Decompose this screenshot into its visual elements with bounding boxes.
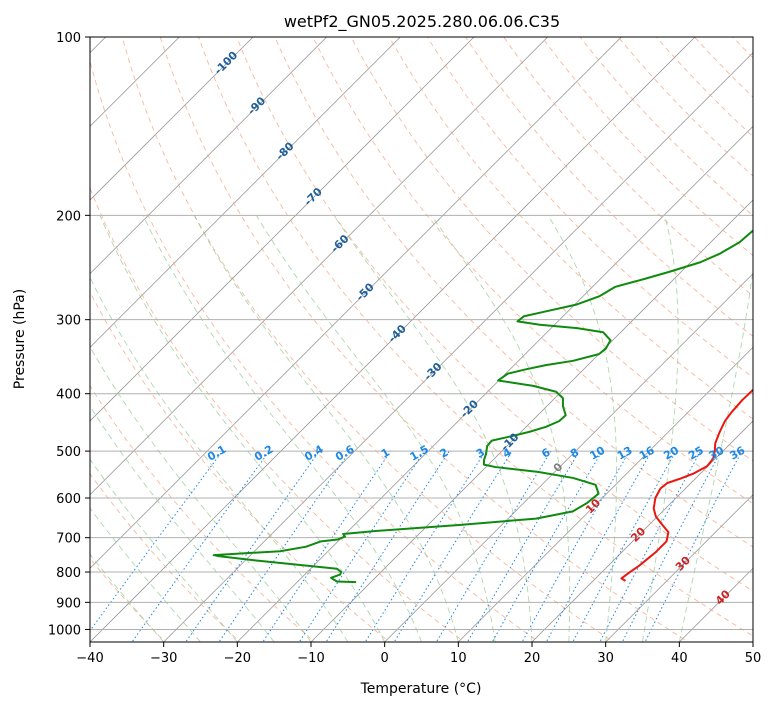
mixing-ratio-line (185, 450, 320, 642)
chart-title: wetPf2_GN05.2025.280.06.06.C35 (284, 12, 560, 32)
isotherm-line (90, 37, 401, 348)
x-tick-label: −40 (76, 651, 103, 666)
isotherm-line (531, 420, 753, 642)
isotherm-line (90, 37, 180, 127)
y-tick-label: 100 (56, 31, 81, 46)
dewpoint-line (212, 229, 753, 584)
isotherm-line (90, 37, 328, 275)
mixing-ratio-line (466, 450, 580, 642)
isotherm-line (163, 52, 753, 642)
isotherm-line (90, 37, 622, 569)
mixing-ratio-line (90, 450, 223, 632)
x-tick-label: 30 (597, 651, 614, 666)
mixing-ratio-line (218, 450, 351, 642)
moist-adiabat-line (642, 215, 679, 642)
moist-adiabat-line (90, 276, 349, 642)
mixing-ratio-lines (90, 450, 743, 642)
mixing-ratio-line (572, 450, 677, 642)
mixing-ratio-line (325, 450, 450, 642)
dry-adiabat-line (90, 59, 540, 642)
temperature-line (620, 388, 753, 582)
moist-adiabat-lines (90, 215, 753, 642)
mixing-ratio-line (298, 450, 425, 642)
isotherm-line (90, 37, 696, 642)
plot-frame (89, 36, 754, 643)
y-tick-label: 200 (56, 209, 81, 224)
isotherm-line (236, 125, 753, 642)
x-tick-label: 40 (671, 651, 688, 666)
moist-adiabat-line (90, 405, 275, 642)
mixing-ratio-line (364, 450, 486, 642)
isotherm-line (310, 199, 753, 642)
mixing-ratio-line (131, 450, 270, 642)
moist-adiabat-line (99, 215, 386, 642)
x-tick-label: −20 (224, 651, 251, 666)
x-axis-title: Temperature (°C) (360, 681, 482, 697)
moist-adiabat-line (193, 215, 459, 642)
moist-adiabat-line (90, 345, 312, 642)
y-axis-title: Pressure (hPa) (12, 289, 28, 389)
isotherm-line (457, 346, 753, 642)
isotherm-line (605, 494, 753, 642)
isotherm-lines (90, 37, 753, 642)
mixing-ratio-line (621, 450, 722, 642)
moist-adiabat-line (142, 215, 422, 642)
dry-adiabat-line (90, 473, 241, 642)
moist-adiabat-line (333, 215, 533, 642)
y-tick-label: 500 (56, 445, 81, 460)
sounding-series (212, 229, 753, 584)
mixing-ratio-line (262, 450, 392, 642)
y-tick-label: 1000 (48, 623, 81, 638)
x-tick-label: 10 (450, 651, 467, 666)
y-tick-label: 400 (56, 388, 81, 403)
x-tick-label: 50 (745, 651, 762, 666)
dry-adiabat-line (388, 37, 753, 420)
x-axis: −40 −30 −20 −10 0 10 20 30 40 50 (76, 642, 761, 666)
moist-adiabat-line (547, 215, 617, 642)
isotherm-line (90, 37, 549, 496)
mixing-ratio-line (393, 450, 513, 642)
plot-area: 0.1 0.2 0.4 0.6 1 1.5 2 3 4 6 8 10 13 16 20 25 30 36-100-… (90, 37, 753, 642)
isotherm-line (90, 37, 475, 422)
dry-adiabat-line (350, 37, 753, 462)
isotherm-line (90, 37, 254, 201)
x-tick-label: −30 (150, 651, 177, 666)
dry-adiabat-line (465, 37, 753, 337)
y-axis: 100 200 300 400 500 600 700 800 900 1000 (48, 31, 90, 638)
x-tick-label: −10 (297, 651, 324, 666)
x-tick-label: 20 (524, 651, 541, 666)
moist-adiabat-line (430, 215, 571, 642)
moist-adiabat-line (678, 266, 753, 642)
dry-adiabat-line (198, 37, 753, 637)
pressure-grid (90, 37, 753, 630)
y-tick-label: 700 (56, 532, 81, 547)
moist-adiabat-line (90, 458, 238, 642)
y-tick-label: 900 (56, 596, 81, 611)
x-tick-label: 0 (381, 651, 389, 666)
y-tick-label: 300 (56, 314, 81, 329)
isotherm-line (384, 273, 753, 642)
y-tick-label: 800 (56, 566, 81, 581)
dry-adiabat-line (90, 187, 465, 642)
y-tick-label: 600 (56, 492, 81, 507)
